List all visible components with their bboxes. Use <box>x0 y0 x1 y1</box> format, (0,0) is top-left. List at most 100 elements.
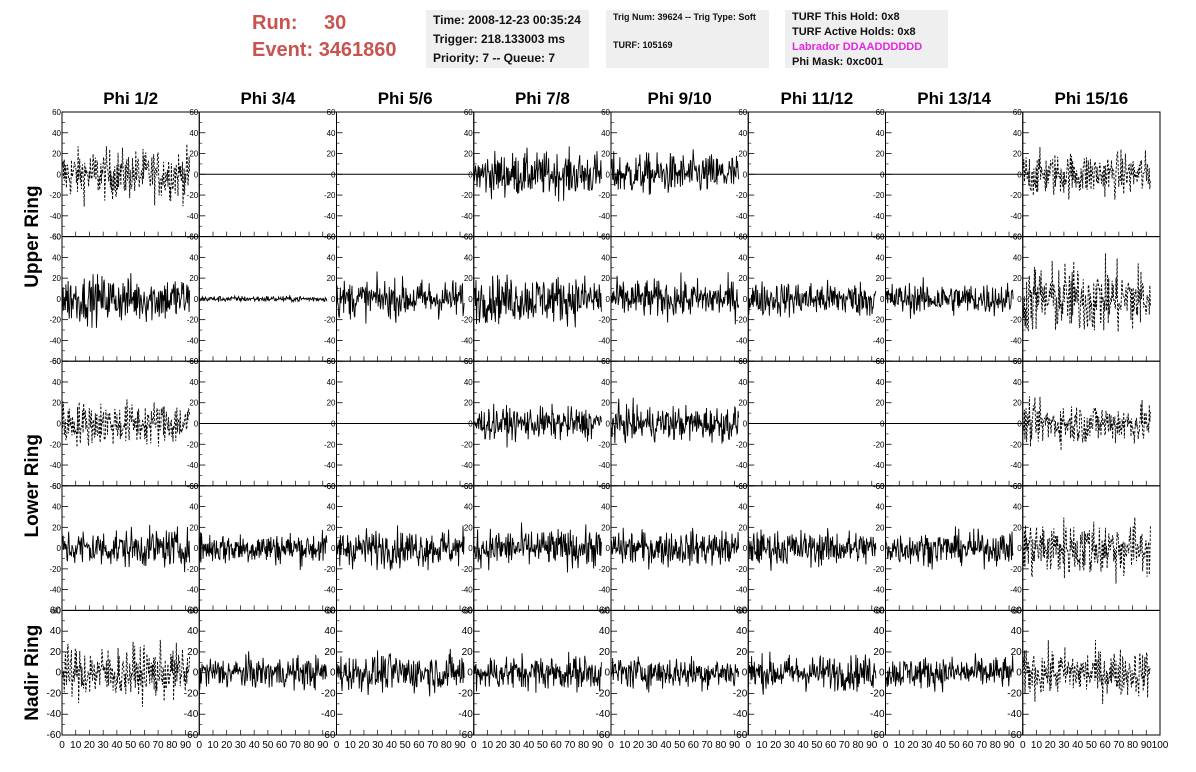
y-tick-label: 40 <box>736 626 748 637</box>
y-tick-label: 60 <box>327 233 336 242</box>
waveform-trace <box>336 271 465 324</box>
y-tick-label: 20 <box>52 274 61 283</box>
y-tick-label: 40 <box>1013 129 1022 138</box>
x-tick-label: 10 <box>482 740 494 751</box>
y-tick-label: 40 <box>601 129 610 138</box>
y-tick-label: -60 <box>598 233 610 242</box>
y-tick-label: -60 <box>870 730 885 741</box>
y-tick-label: 60 <box>52 108 61 117</box>
y-tick-label: -60 <box>187 233 199 242</box>
x-tick-label: 0 <box>608 740 614 751</box>
y-tick-label: 40 <box>599 626 611 637</box>
ring-label: Upper Ring <box>22 185 43 287</box>
y-tick-label: 20 <box>1011 647 1023 658</box>
y-tick-label: -40 <box>736 212 748 221</box>
y-tick-label: -20 <box>324 316 336 325</box>
y-tick-label: 0 <box>606 420 611 429</box>
y-tick-label: 0 <box>194 420 199 429</box>
y-tick-label: 40 <box>189 129 198 138</box>
y-tick-label: 40 <box>1011 626 1023 637</box>
y-tick-label: -40 <box>187 586 199 595</box>
x-tick-label: 30 <box>1058 740 1070 751</box>
y-tick-label: 60 <box>876 108 885 117</box>
y-tick-label: -60 <box>1010 233 1022 242</box>
y-tick-label: 20 <box>1013 150 1022 159</box>
y-tick-label: 0 <box>1017 295 1022 304</box>
x-tick-label: 0 <box>745 740 751 751</box>
y-tick-label: 40 <box>52 503 61 512</box>
y-tick-label: 60 <box>1013 482 1022 491</box>
y-tick-label: -60 <box>187 357 199 366</box>
panel-frame <box>610 609 749 736</box>
y-tick-label: 0 <box>194 170 199 179</box>
y-tick-label: 20 <box>599 647 611 658</box>
y-tick-label: 40 <box>876 253 885 262</box>
y-tick-label: 20 <box>738 523 747 532</box>
x-tick-label: 70 <box>702 740 714 751</box>
y-tick-label: 20 <box>1013 274 1022 283</box>
y-tick-label: -40 <box>49 461 61 470</box>
y-tick-label: 40 <box>738 129 747 138</box>
y-tick-label: -40 <box>49 586 61 595</box>
x-tick-label: 60 <box>551 740 563 751</box>
y-tick-label: 0 <box>743 170 748 179</box>
waveform-trace <box>61 399 191 448</box>
y-tick-label: -40 <box>596 709 611 720</box>
x-tick-label: 70 <box>427 740 439 751</box>
x-tick-label: 90 <box>592 740 604 751</box>
waveform-trace <box>473 403 602 448</box>
x-tick-label: 50 <box>125 740 137 751</box>
y-tick-label: -40 <box>736 461 748 470</box>
x-tick-label: 80 <box>990 740 1002 751</box>
y-tick-label: -20 <box>596 688 611 699</box>
y-tick-label: 60 <box>464 357 473 366</box>
y-tick-label: -40 <box>184 709 199 720</box>
y-tick-label: 20 <box>738 274 747 283</box>
y-tick-label: 0 <box>193 668 199 679</box>
waveform-trace <box>61 144 191 207</box>
x-tick-label: 20 <box>221 740 233 751</box>
y-tick-label: -20 <box>1010 191 1022 200</box>
event-value: 3461860 <box>318 39 397 61</box>
y-tick-label: 0 <box>743 420 748 429</box>
x-tick-label: 10 <box>70 740 82 751</box>
y-tick-label: 0 <box>331 295 336 304</box>
y-tick-label: 20 <box>50 647 62 658</box>
y-tick-label: 0 <box>468 170 473 179</box>
y-tick-label: 40 <box>876 378 885 387</box>
x-tick-label: 80 <box>441 740 453 751</box>
y-tick-label: 60 <box>736 605 748 616</box>
y-tick-label: 40 <box>873 626 885 637</box>
x-tick-label: 10 <box>1031 740 1043 751</box>
x-tick-label: 50 <box>811 740 823 751</box>
x-tick-label: 50 <box>1086 740 1098 751</box>
priority-text: Priority: 7 -- Queue: 7 <box>433 51 556 65</box>
waveform-trace <box>1022 147 1151 200</box>
y-tick-label: -20 <box>324 440 336 449</box>
y-tick-label: 60 <box>464 108 473 117</box>
trigger-text: Trigger: 218.133003 ms <box>433 32 566 46</box>
y-tick-label: -40 <box>49 212 61 221</box>
waveform-trace <box>473 274 602 328</box>
x-tick-label: 60 <box>688 740 700 751</box>
y-tick-label: 20 <box>462 647 474 658</box>
y-tick-label: -40 <box>870 709 885 720</box>
y-tick-label: -20 <box>873 440 885 449</box>
y-tick-label: 0 <box>468 420 473 429</box>
y-tick-label: -60 <box>324 482 336 491</box>
y-tick-label: 40 <box>50 626 62 637</box>
y-tick-label: -60 <box>736 482 748 491</box>
y-tick-label: -40 <box>873 586 885 595</box>
labrador-text: Labrador DDAADDDDDD <box>792 41 923 53</box>
column-title: Phi 1/2 <box>103 89 158 108</box>
event-label: Event: <box>252 39 314 61</box>
y-tick-label: 20 <box>327 399 336 408</box>
y-tick-label: 60 <box>601 357 610 366</box>
y-tick-label: -20 <box>598 565 610 574</box>
y-tick-label: -20 <box>187 191 199 200</box>
y-tick-label: -20 <box>873 191 885 200</box>
x-tick-label: 20 <box>907 740 919 751</box>
y-tick-label: 40 <box>601 503 610 512</box>
column-title: Phi 11/12 <box>780 89 853 108</box>
y-tick-label: -40 <box>736 336 748 345</box>
